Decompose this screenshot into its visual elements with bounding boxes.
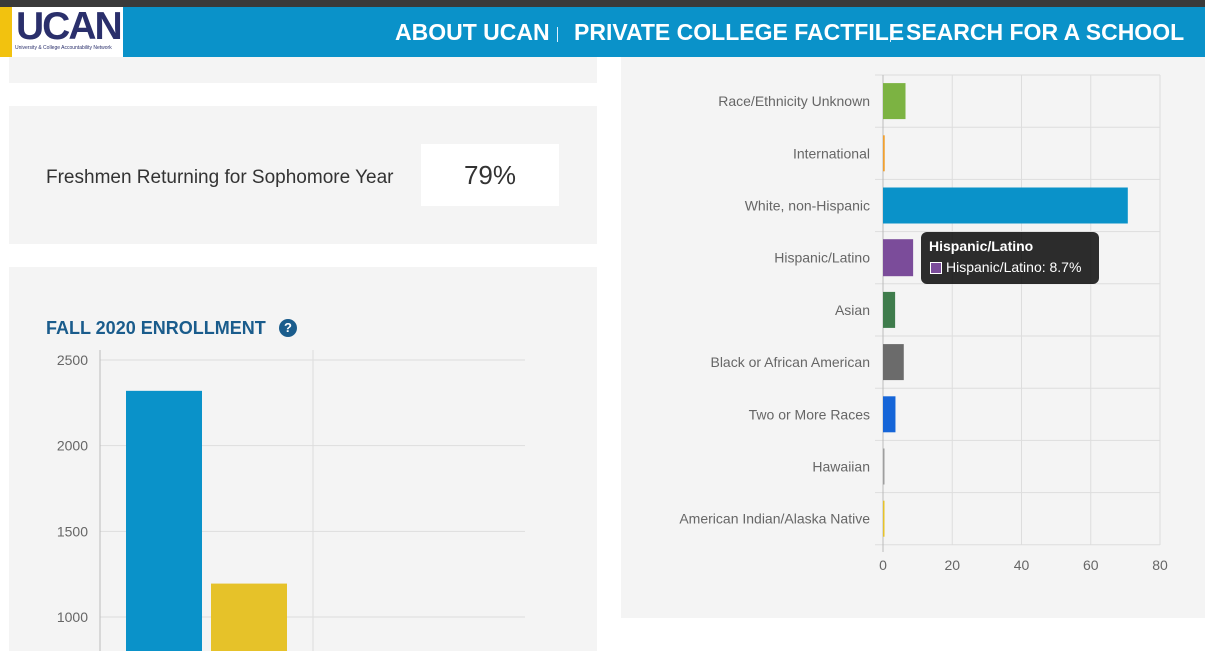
retention-value-box: 79% (421, 144, 559, 206)
x-tick-label: 20 (944, 557, 960, 573)
enrollment-panel (9, 267, 597, 651)
retention-label: Freshmen Returning for Sophomore Year (46, 167, 394, 188)
category-label: International (793, 145, 870, 161)
logo-subtitle: University & College Accountability Netw… (15, 45, 112, 51)
tooltip-title: Hispanic/Latino (929, 238, 1034, 254)
tooltip-swatch (930, 262, 942, 274)
x-tick-label: 0 (879, 557, 887, 573)
y-tick-label: 1500 (57, 523, 88, 539)
category-label: White, non-Hispanic (745, 198, 870, 214)
category-label: Hawaiian (812, 459, 870, 475)
category-label: Asian (835, 302, 870, 318)
race-bar (883, 500, 885, 537)
nav-private-college-factfile[interactable]: PRIVATE COLLEGE FACTFILE (574, 19, 905, 45)
race-bar (883, 239, 914, 277)
nav-separator (557, 27, 558, 42)
y-tick-label: 2500 (57, 352, 88, 368)
retention-value: 79% (463, 160, 517, 190)
logo-text: UCAN (16, 5, 123, 48)
race-bar (883, 291, 896, 328)
top-strip (0, 0, 1205, 7)
nav-search-for-school[interactable]: SEARCH FOR A SCHOOL (906, 19, 1185, 45)
race-ethnicity-panel (621, 57, 1205, 618)
x-tick-label: 80 (1152, 557, 1168, 573)
tooltip-text: Hispanic/Latino: 8.7% (946, 259, 1082, 275)
chart-tooltip: Hispanic/Latino Hispanic/Latino: 8.7% (921, 232, 1099, 284)
enrollment-title: FALL 2020 ENROLLMENT (46, 318, 266, 338)
ucan-logo[interactable]: UCAN University & College Accountability… (12, 5, 123, 57)
logo-accent (0, 7, 12, 57)
nav-about-ucan[interactable]: ABOUT UCAN (395, 19, 550, 45)
panel-top-remnant (9, 57, 597, 83)
race-bar (883, 135, 885, 172)
header-navbar: UCAN University & College Accountability… (0, 5, 1205, 57)
x-tick-label: 40 (1014, 557, 1030, 573)
race-bar (883, 187, 1128, 224)
category-label: Two or More Races (749, 406, 870, 422)
race-bar (883, 83, 906, 120)
x-tick-label: 60 (1083, 557, 1099, 573)
category-label: Race/Ethnicity Unknown (718, 93, 870, 109)
enrollment-bar (211, 583, 287, 651)
y-tick-label: 2000 (57, 438, 88, 454)
nav-separator (890, 27, 891, 42)
category-label: American Indian/Alaska Native (679, 511, 870, 527)
race-bar (883, 344, 904, 381)
race-bar (883, 448, 885, 485)
enrollment-bar (126, 390, 202, 651)
category-label: Black or African American (710, 354, 870, 370)
question-circle-icon[interactable]: ? (279, 319, 297, 337)
race-bar (883, 396, 896, 433)
y-tick-label: 1000 (57, 609, 88, 625)
category-label: Hispanic/Latino (774, 250, 870, 266)
